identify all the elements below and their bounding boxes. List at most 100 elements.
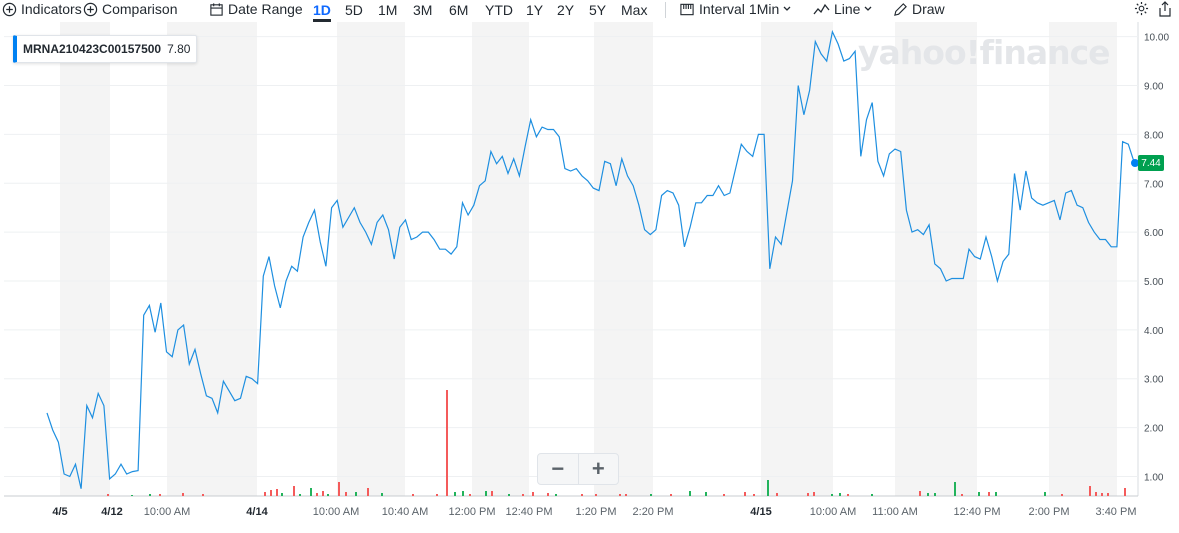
volume-bar xyxy=(299,494,301,496)
volume-bar xyxy=(532,492,534,496)
range-5y-button[interactable]: 5Y xyxy=(589,2,607,18)
line-chart-icon xyxy=(813,2,830,16)
volume-bar xyxy=(954,482,956,496)
settings-button[interactable] xyxy=(1134,1,1149,16)
y-tick-label: 9.00 xyxy=(1144,82,1164,93)
volume-bar xyxy=(1124,488,1126,496)
volume-bar xyxy=(276,489,278,496)
price-chart[interactable]: 1.00 2.00 3.00 4.00 5.00 6.00 7.00 8.00 9.00 10.0… xyxy=(0,22,1179,533)
volume-bar xyxy=(978,492,980,496)
x-tick-label: 2:00 PM xyxy=(1029,506,1070,518)
volume-bar xyxy=(619,494,621,496)
volume-bar xyxy=(412,494,414,496)
zoom-in-button[interactable]: + xyxy=(591,456,605,481)
volume-bar xyxy=(1061,494,1063,496)
volume-bar xyxy=(927,493,929,496)
session-band xyxy=(60,22,110,496)
indicators-label: Indicators xyxy=(21,1,82,17)
session-band xyxy=(472,22,529,496)
session-band xyxy=(167,22,257,496)
volume-bar xyxy=(338,482,340,496)
zoom-out-button[interactable]: − xyxy=(538,454,579,484)
date-range-label: Date Range xyxy=(228,1,303,17)
volume-bar xyxy=(281,493,283,496)
x-tick-label: 12:40 PM xyxy=(953,506,1000,518)
volume-bar xyxy=(159,494,161,496)
x-tick-label: 3:40 PM xyxy=(1096,506,1137,518)
range-6m-button[interactable]: 6M xyxy=(449,2,469,18)
x-tick-label: 10:00 AM xyxy=(810,506,856,518)
plus-circle-icon xyxy=(83,2,98,17)
interval-button[interactable]: Interval 1Min xyxy=(679,1,791,17)
indicators-button[interactable]: Indicators xyxy=(2,1,82,17)
volume-bar xyxy=(345,492,347,496)
range-5d-button[interactable]: 5D xyxy=(345,2,363,18)
volume-bar xyxy=(270,490,272,496)
volume-bar xyxy=(650,494,652,496)
price-line xyxy=(46,29,1135,489)
range-1d-button[interactable]: 1D xyxy=(313,2,331,22)
range-ytd-button[interactable]: YTD xyxy=(485,2,513,18)
interval-value: 1Min xyxy=(748,1,780,17)
legend-value: 7.80 xyxy=(167,42,191,56)
volume-bar xyxy=(839,493,841,496)
volume-bar xyxy=(293,486,295,496)
volume-bar xyxy=(595,494,597,496)
y-tick-label: 3.00 xyxy=(1144,375,1164,386)
date-range-button[interactable]: Date Range xyxy=(209,1,303,17)
volume-bar xyxy=(310,488,312,496)
volume-bar xyxy=(689,491,691,496)
volume-bar xyxy=(871,494,873,496)
last-price-tag: 7.44 xyxy=(1138,155,1164,171)
volume-bar xyxy=(723,494,725,496)
chevron-down-icon xyxy=(864,6,872,12)
volume-bar xyxy=(831,494,833,496)
toolbar-divider xyxy=(665,2,666,18)
volume-bar xyxy=(264,492,266,496)
y-tick-label: 5.00 xyxy=(1144,277,1164,288)
range-3m-button[interactable]: 3M xyxy=(413,2,433,18)
y-tick-label: 1.00 xyxy=(1144,472,1164,483)
chart-type-button[interactable]: Line xyxy=(813,1,872,17)
x-tick-label: 11:00 AM xyxy=(872,506,918,518)
volume-bar xyxy=(182,493,184,496)
draw-label: Draw xyxy=(912,1,945,17)
x-tick-label: 4/14 xyxy=(246,506,268,518)
draw-button[interactable]: Draw xyxy=(893,1,945,17)
session-band xyxy=(895,22,977,496)
x-tick-label: 1:20 PM xyxy=(576,506,617,518)
y-tick-label: 6.00 xyxy=(1144,228,1164,239)
range-1m-button[interactable]: 1M xyxy=(378,2,398,18)
volume-bar xyxy=(462,491,464,496)
comparison-button[interactable]: Comparison xyxy=(83,1,177,17)
symbol-legend[interactable]: MRNA210423C00157500 7.80 xyxy=(13,35,198,63)
volume-bar xyxy=(1101,493,1103,496)
volume-bar xyxy=(131,495,133,496)
volume-bar xyxy=(705,492,707,496)
volume-bar xyxy=(988,492,990,496)
zoom-controls: − + xyxy=(537,453,619,485)
x-tick-label: 4/12 xyxy=(101,506,122,518)
volume-bar xyxy=(1044,492,1046,496)
volume-bar xyxy=(961,494,963,496)
range-1y-button[interactable]: 1Y xyxy=(526,2,544,18)
volume-bar xyxy=(670,494,672,496)
x-tick-label: 10:40 AM xyxy=(382,506,428,518)
x-tick-label: 12:00 PM xyxy=(448,506,495,518)
x-tick-label: 2:20 PM xyxy=(633,506,674,518)
volume-bar xyxy=(322,491,324,496)
volume-bar xyxy=(508,494,510,496)
volume-bar xyxy=(813,492,815,496)
volume-bar xyxy=(522,494,524,496)
volume-bar xyxy=(107,494,109,496)
share-button[interactable] xyxy=(1158,1,1172,17)
volume-bar xyxy=(934,493,936,496)
range-max-button[interactable]: Max xyxy=(621,2,648,18)
y-tick-label: 10.00 xyxy=(1144,33,1169,44)
share-icon xyxy=(1158,1,1172,17)
volume-bar xyxy=(1095,492,1097,496)
range-2y-button[interactable]: 2Y xyxy=(557,2,575,18)
yahoo-finance-watermark: yahoo!finance xyxy=(858,33,1111,72)
volume-bar xyxy=(753,494,755,496)
volume-bar xyxy=(1089,486,1091,496)
